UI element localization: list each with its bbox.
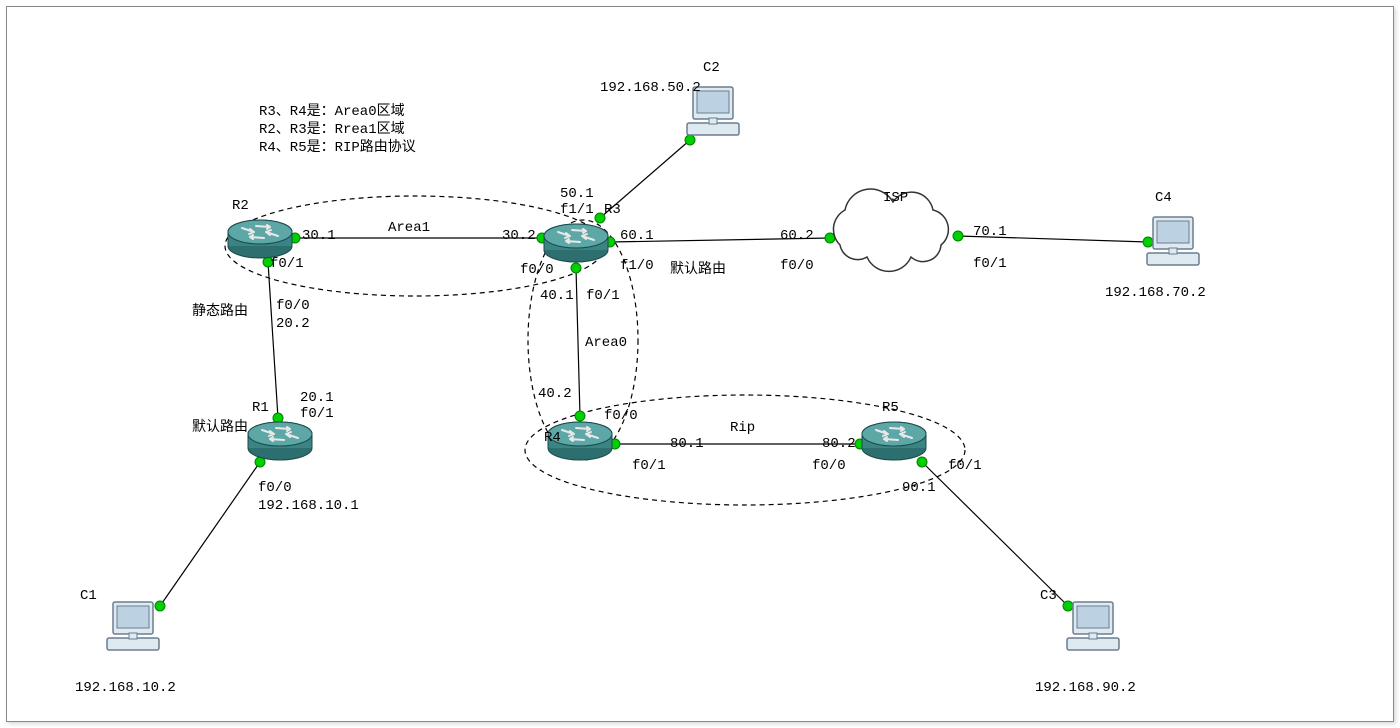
- iface-label-25: f0/1: [632, 458, 666, 474]
- area-label-area0: Area0: [585, 335, 627, 351]
- ip-c4: 192.168.70.2: [1105, 285, 1206, 301]
- iface-label-20: 40.1: [540, 288, 574, 304]
- node-label-r1: R1: [252, 400, 269, 416]
- iface-label-24: 80.1: [670, 436, 704, 452]
- iface-label-12: f1/1: [560, 202, 594, 218]
- iface-label-10: f0/0: [520, 262, 554, 278]
- iface-label-19: f0/1: [973, 256, 1007, 272]
- iface-label-8: f0/1: [270, 256, 304, 272]
- iface-label-6: 静态路由: [192, 300, 248, 320]
- iface-label-13: 60.1: [620, 228, 654, 244]
- iface-label-3: f0/1: [300, 406, 334, 422]
- iface-label-1: 192.168.10.1: [258, 498, 359, 514]
- node-label-r5: R5: [882, 400, 899, 416]
- area-label-rip: Rip: [730, 420, 755, 436]
- ip-c2: 192.168.50.2: [600, 80, 701, 96]
- iface-label-29: f0/1: [948, 458, 982, 474]
- iface-label-0: f0/0: [258, 480, 292, 496]
- iface-label-22: 40.2: [538, 386, 572, 402]
- iface-label-11: 50.1: [560, 186, 594, 202]
- ip-c3: 192.168.90.2: [1035, 680, 1136, 696]
- diagram-frame: [6, 6, 1394, 722]
- node-label-r3: R3: [604, 202, 621, 218]
- node-label-c4: C4: [1155, 190, 1172, 206]
- node-label-r4: R4: [544, 430, 561, 446]
- iface-label-21: f0/1: [586, 288, 620, 304]
- node-label-isp: ISP: [883, 190, 908, 206]
- iface-label-9: 30.2: [502, 228, 536, 244]
- legend-line-1: R2、R3是：Rrea1区域: [259, 118, 405, 138]
- iface-label-17: f0/0: [780, 258, 814, 274]
- node-label-c1: C1: [80, 588, 97, 604]
- iface-label-28: 90.1: [902, 480, 936, 496]
- node-label-r2: R2: [232, 198, 249, 214]
- iface-label-30: 默认路由: [192, 416, 248, 436]
- iface-label-2: 20.1: [300, 390, 334, 406]
- iface-label-16: 60.2: [780, 228, 814, 244]
- area-label-area1: Area1: [388, 220, 430, 236]
- iface-label-4: f0/0: [276, 298, 310, 314]
- iface-label-5: 20.2: [276, 316, 310, 332]
- iface-label-18: 70.1: [973, 224, 1007, 240]
- iface-label-26: 80.2: [822, 436, 856, 452]
- iface-label-7: 30.1: [302, 228, 336, 244]
- legend-line-2: R4、R5是：RIP路由协议: [259, 136, 416, 156]
- iface-label-27: f0/0: [812, 458, 846, 474]
- node-label-c3: C3: [1040, 588, 1057, 604]
- iface-label-15: 默认路由: [670, 258, 726, 278]
- iface-label-23: f0/0: [604, 408, 638, 424]
- node-label-c2: C2: [703, 60, 720, 76]
- iface-label-14: f1/0: [620, 258, 654, 274]
- ip-c1: 192.168.10.2: [75, 680, 176, 696]
- legend-line-0: R3、R4是：Area0区域: [259, 100, 405, 120]
